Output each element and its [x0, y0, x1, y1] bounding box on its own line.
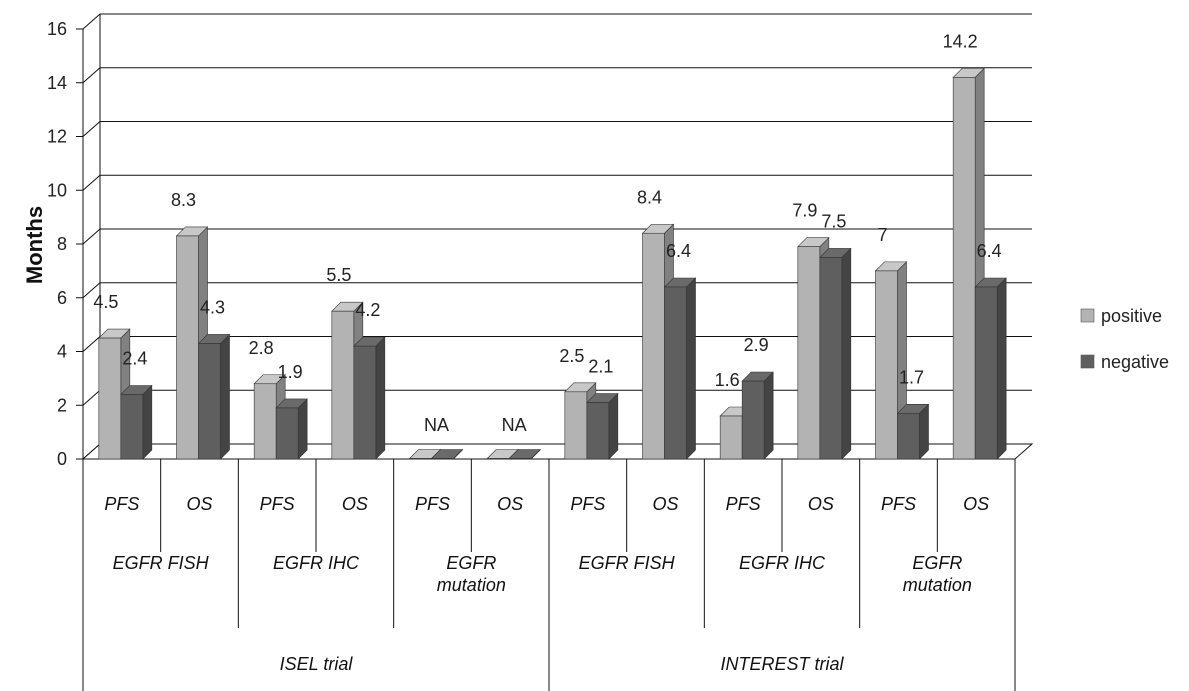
y-tick-label: 10	[47, 180, 67, 200]
legend-swatch	[1080, 354, 1095, 369]
bar-negative	[586, 392, 619, 460]
legend-swatch	[1080, 308, 1095, 323]
data-label-negative: 2.4	[122, 349, 147, 369]
y-tick-label: 14	[47, 73, 67, 93]
group-label: EGFR IHC	[739, 553, 826, 573]
y-tick-label: 0	[57, 449, 67, 469]
data-label-positive: NA	[502, 415, 527, 435]
category-label: PFS	[570, 494, 605, 514]
data-label-positive: 5.5	[326, 265, 351, 285]
bar-negative	[120, 384, 153, 460]
group-label: EGFR FISH	[579, 553, 676, 573]
gridline	[82, 67, 1032, 84]
bar-negative	[275, 398, 308, 460]
bar-positive	[253, 374, 286, 460]
gridline	[82, 13, 1032, 30]
y-tick-label: 12	[47, 127, 67, 147]
data-label-negative: 4.2	[355, 300, 380, 320]
category-label: OS	[497, 494, 523, 514]
bar-negative	[663, 277, 697, 460]
group-label: mutation	[903, 575, 972, 595]
data-label-positive: 8.4	[637, 187, 662, 207]
bar-negative	[974, 277, 1007, 460]
y-tick-label: 16	[47, 19, 67, 39]
y-axis-label: Months	[22, 206, 47, 284]
bar-negative	[741, 371, 774, 460]
y-tick-label: 6	[57, 288, 67, 308]
group-label: EGFR	[446, 553, 496, 573]
data-labels-layer: 4.5 2.4 8.3 4.3 2.81.9 5.54.2 NA NA 2.52.1 8.4 6.4…	[93, 31, 1001, 435]
group-label: EGFR	[912, 553, 962, 573]
data-label-positive: 1.6	[715, 370, 740, 390]
data-label-negative: 1.7	[899, 367, 924, 387]
trial-label: INTEREST trial	[720, 654, 844, 674]
y-tick-label: 4	[57, 342, 67, 362]
category-label: PFS	[415, 494, 450, 514]
bar-negative	[353, 336, 386, 460]
bar-negative	[430, 448, 464, 460]
category-label: PFS	[726, 494, 761, 514]
data-label-negative: 2.1	[588, 357, 613, 377]
category-axis: PFS OS PFS OS PFS OS PFS OS PFS OS PFS OS EGFR FISH E…	[82, 459, 1016, 691]
data-label-negative: 6.4	[977, 241, 1002, 261]
data-label-positive: 2.8	[249, 338, 274, 358]
y-tick-label: 8	[57, 234, 67, 254]
category-label: PFS	[104, 494, 139, 514]
bars-layer	[98, 67, 1007, 460]
category-label: OS	[963, 494, 989, 514]
data-label-positive: 4.5	[93, 292, 118, 312]
data-label-negative: 6.4	[666, 241, 691, 261]
gridline	[82, 228, 1032, 245]
group-label: EGFR FISH	[113, 553, 210, 573]
data-label-negative: 2.9	[744, 335, 769, 355]
data-label-positive: 2.5	[559, 346, 584, 366]
category-label: OS	[186, 494, 212, 514]
bar-negative	[197, 333, 231, 460]
group-label: mutation	[437, 575, 506, 595]
bar-negative	[896, 403, 930, 460]
gridline	[82, 174, 1032, 191]
legend-label: negative	[1101, 352, 1169, 372]
category-label: PFS	[260, 494, 295, 514]
data-label-positive: NA	[424, 415, 449, 435]
gridline	[82, 121, 1032, 137]
data-label-negative: 4.3	[200, 297, 225, 317]
legend: positive negative	[1080, 306, 1169, 372]
bar-negative	[508, 448, 541, 460]
category-label: OS	[652, 494, 678, 514]
data-label-positive: 14.2	[943, 31, 978, 51]
category-label: OS	[808, 494, 834, 514]
category-label: PFS	[881, 494, 916, 514]
data-label-positive: 7	[877, 225, 887, 245]
y-tick-label: 2	[57, 395, 67, 415]
data-label-negative: 7.5	[821, 211, 846, 231]
data-label-negative: 1.9	[278, 362, 303, 382]
group-label: EGFR IHC	[273, 553, 360, 573]
trial-label: ISEL trial	[280, 654, 354, 674]
legend-label: positive	[1101, 306, 1162, 326]
data-label-positive: 8.3	[171, 190, 196, 210]
bar-negative	[819, 247, 852, 460]
category-label: OS	[342, 494, 368, 514]
data-label-positive: 7.9	[792, 201, 817, 221]
